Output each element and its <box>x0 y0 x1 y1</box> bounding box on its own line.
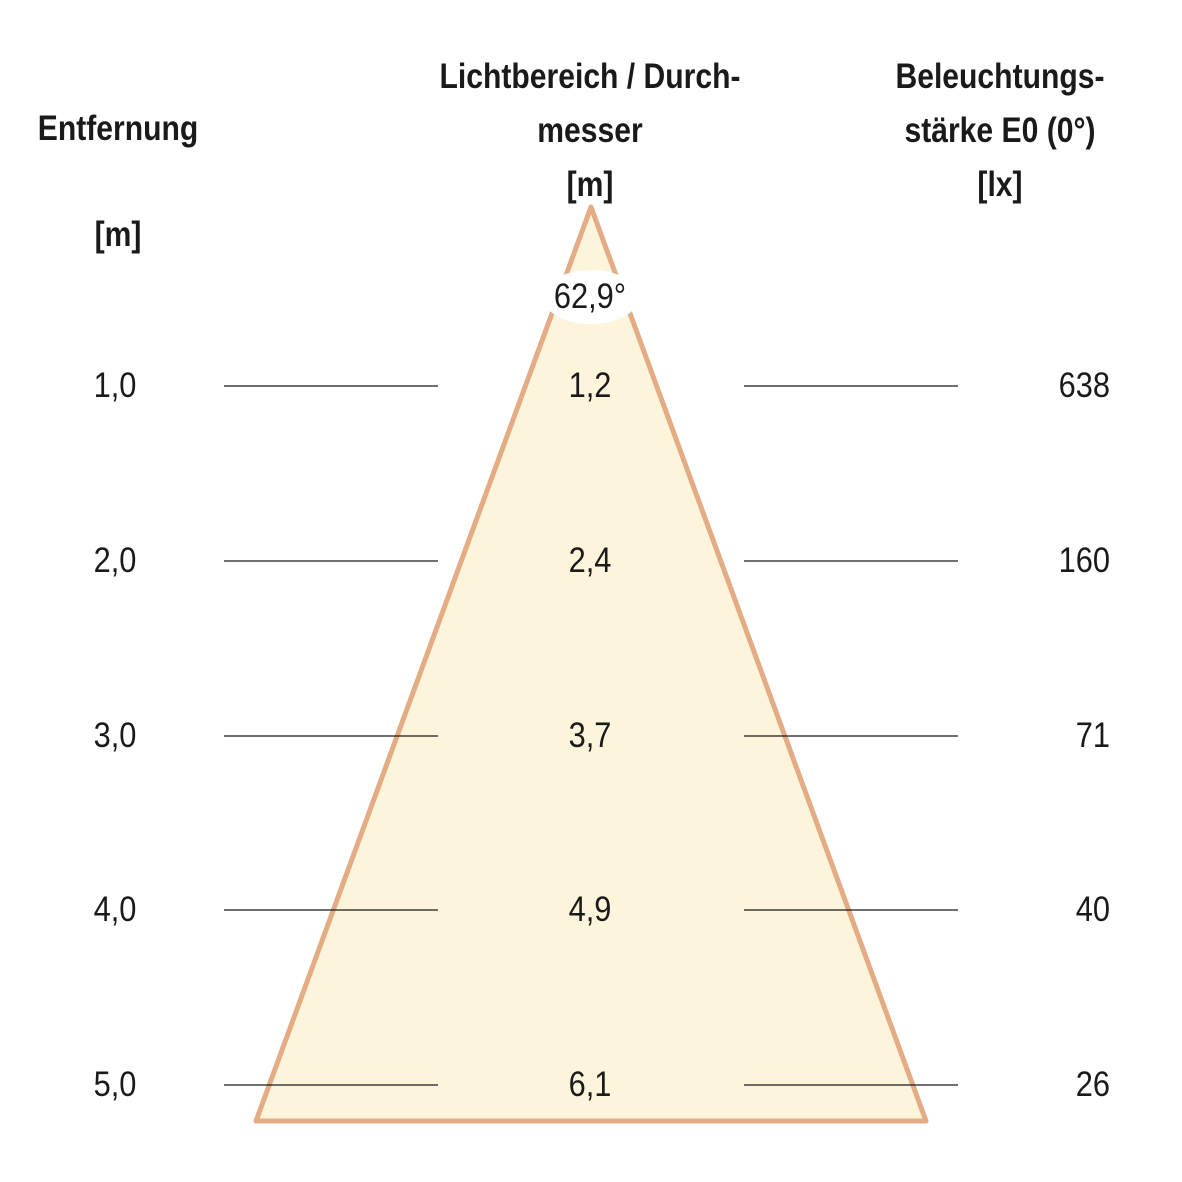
beam-angle-label: 62,9° <box>553 277 627 316</box>
illuminance-value: 40 <box>1075 890 1110 929</box>
angle-label-background <box>543 270 639 324</box>
diameter-header-unit: [m] <box>566 165 614 204</box>
distance-value: 2,0 <box>93 541 137 580</box>
distance-header: Entfernung [m] <box>32 50 204 262</box>
distance-header-unit: [m] <box>94 215 142 254</box>
distance-value: 5,0 <box>93 1065 137 1104</box>
diameter-value: 3,7 <box>568 716 612 755</box>
diameter-value: 1,2 <box>568 366 612 405</box>
illuminance-header-line-2: stärke E0 (0°) <box>904 111 1096 150</box>
illuminance-value: 26 <box>1075 1065 1110 1104</box>
illuminance-header-line-1: Beleuchtungs- <box>895 57 1105 96</box>
illuminance-value: 160 <box>1058 541 1110 580</box>
illuminance-header-unit: [lx] <box>977 165 1023 204</box>
diameter-header: Lichtbereich / Durch- messer [m] <box>392 50 788 212</box>
illuminance-value: 638 <box>1058 366 1110 405</box>
distance-value: 4,0 <box>93 890 137 929</box>
illuminance-header: Beleuchtungs- stärke E0 (0°) [lx] <box>862 50 1137 212</box>
light-cone <box>253 204 929 1124</box>
diameter-value: 6,1 <box>568 1065 612 1104</box>
distance-header-label: Entfernung <box>37 109 199 148</box>
distance-value: 3,0 <box>93 716 137 755</box>
illuminance-value: 71 <box>1075 716 1110 755</box>
distance-value: 1,0 <box>93 366 137 405</box>
diameter-value: 4,9 <box>568 890 612 929</box>
guide-lines <box>224 385 958 1086</box>
diameter-header-line-2: messer <box>537 111 643 150</box>
diameter-value: 2,4 <box>568 541 612 580</box>
diameter-header-line-1: Lichtbereich / Durch- <box>439 57 741 96</box>
